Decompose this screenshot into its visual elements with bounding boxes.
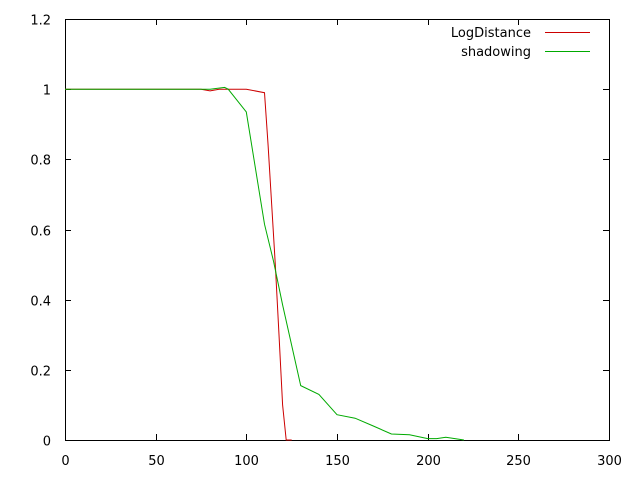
x-tick-label: 0: [61, 454, 69, 469]
x-tick-label: 150: [325, 454, 350, 469]
series-line-logdistance: [65, 88, 292, 441]
y-tick-label: 1.2: [30, 14, 51, 29]
series-layer: [65, 86, 464, 441]
tick-labels: 0 50 100 150 200 250 300 0 0.2 0.4 0.6 0.8 1 1.2: [30, 14, 622, 470]
x-tick-label: 250: [506, 454, 531, 469]
series-line-shadowing: [65, 86, 464, 441]
x-tick-label: 200: [416, 454, 441, 469]
axis-ticks: [65, 19, 610, 441]
plot-frame: [65, 19, 610, 441]
legend-label: shadowing: [461, 45, 531, 60]
y-tick-label: 1: [43, 84, 51, 99]
x-tick-label: 50: [148, 454, 165, 469]
legend-label: LogDistance: [451, 26, 531, 41]
y-tick-label: 0.8: [30, 154, 51, 169]
x-tick-label: 100: [234, 454, 259, 469]
x-tick-label: 300: [597, 454, 622, 469]
y-tick-label: 0.2: [30, 365, 51, 380]
y-tick-label: 0.4: [30, 295, 51, 310]
y-tick-label: 0.6: [30, 225, 51, 240]
legend: LogDistance shadowing: [451, 26, 590, 60]
y-tick-label: 0: [43, 435, 51, 450]
